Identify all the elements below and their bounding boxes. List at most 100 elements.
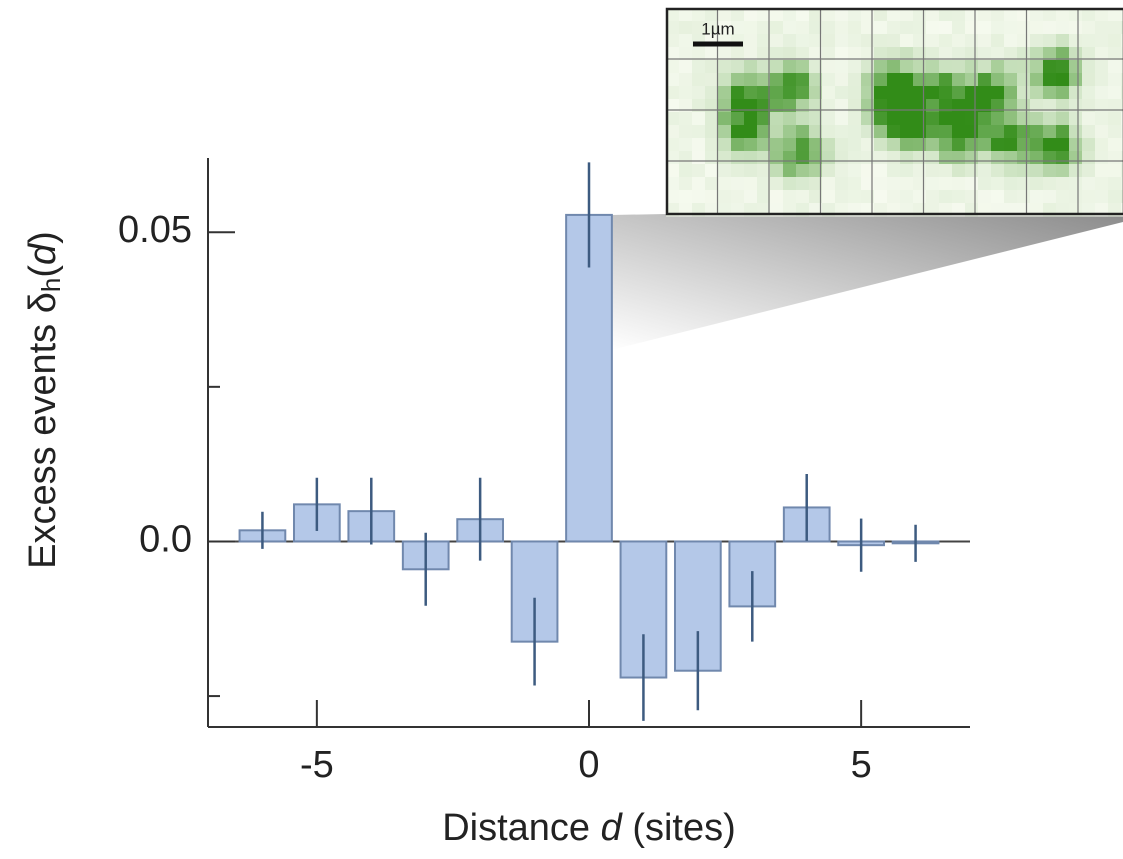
inset-pixel <box>1056 151 1070 165</box>
inset-pixel <box>1069 177 1083 191</box>
inset-pixel <box>1030 164 1044 178</box>
inset-pixel <box>874 125 888 139</box>
inset-pixel <box>939 60 953 74</box>
inset-pixel <box>1030 177 1044 191</box>
inset-pixel <box>705 151 719 165</box>
inset-pixel <box>1043 60 1057 74</box>
inset-pixel <box>1069 21 1083 35</box>
inset-pixel <box>926 151 940 165</box>
inset-pixel <box>939 177 953 191</box>
inset-pixel <box>848 151 862 165</box>
inset-pixel <box>692 112 706 126</box>
inset-pixel <box>731 73 745 87</box>
inset-pixel <box>913 86 927 100</box>
inset-pixel <box>783 138 797 152</box>
inset-pixel <box>796 60 810 74</box>
inset-pixel <box>1069 125 1083 139</box>
inset-pixel <box>1043 125 1057 139</box>
inset-pixel <box>1056 138 1070 152</box>
inset-pixel <box>874 21 888 35</box>
inset-pixel <box>1069 151 1083 165</box>
inset-pixel <box>939 125 953 139</box>
inset-pixel <box>1004 151 1018 165</box>
inset-pixel <box>1082 34 1096 48</box>
inset-pixel <box>900 125 914 139</box>
inset-pixel <box>1056 164 1070 178</box>
inset-pixel <box>783 125 797 139</box>
inset-pixel <box>874 151 888 165</box>
inset-pixel <box>874 190 888 204</box>
inset-pixel <box>1095 86 1109 100</box>
inset-pixel <box>900 190 914 204</box>
inset-pixel <box>770 125 784 139</box>
inset-pixel <box>1095 190 1109 204</box>
inset-pixel <box>679 177 693 191</box>
inset-pixel <box>770 138 784 152</box>
inset-pixel <box>991 73 1005 87</box>
inset-pixel <box>1056 73 1070 87</box>
y-label-text: ) <box>22 231 64 244</box>
inset-pixel <box>1043 164 1057 178</box>
inset-pixel <box>770 190 784 204</box>
inset-pixel <box>744 60 758 74</box>
inset-pixel <box>900 151 914 165</box>
inset-pixel <box>744 86 758 100</box>
inset-pixel <box>913 73 927 87</box>
inset-pixel <box>770 34 784 48</box>
inset-pixel <box>744 73 758 87</box>
inset-pixel <box>939 138 953 152</box>
inset-pixel <box>835 151 849 165</box>
inset-pixel <box>926 60 940 74</box>
inset-pixel <box>835 190 849 204</box>
inset-pixel <box>1017 138 1031 152</box>
inset-pixel <box>692 151 706 165</box>
inset-pixel <box>1108 190 1122 204</box>
inset-pixel <box>965 21 979 35</box>
inset-pixel <box>796 112 810 126</box>
inset-pixel <box>952 138 966 152</box>
y-label-text: Excess events δ <box>22 292 64 569</box>
inset-pixel <box>978 190 992 204</box>
inset-pixel <box>822 34 836 48</box>
inset-pixel <box>1082 60 1096 74</box>
inset-pixel <box>796 190 810 204</box>
inset-pixel <box>952 190 966 204</box>
inset-pixel <box>1004 177 1018 191</box>
inset-pixel <box>770 112 784 126</box>
inset-pixel <box>770 164 784 178</box>
page: 1µm Excess events δh(d) Distance d (site… <box>0 0 1123 859</box>
inset-pixel <box>978 151 992 165</box>
inset-pixel <box>848 34 862 48</box>
inset-pixel <box>679 138 693 152</box>
inset-pixel <box>822 190 836 204</box>
inset-pixel <box>1082 177 1096 191</box>
inset-pixel <box>900 138 914 152</box>
inset-pixel <box>1030 112 1044 126</box>
inset-pixel <box>848 177 862 191</box>
inset-pixel <box>939 151 953 165</box>
inset-pixel <box>939 86 953 100</box>
inset-pixel <box>1095 177 1109 191</box>
inset-pixel <box>939 21 953 35</box>
inset-pixel <box>822 177 836 191</box>
inset-pixel <box>1004 34 1018 48</box>
inset-pixel <box>900 86 914 100</box>
inset-pixel <box>887 138 901 152</box>
inset-pixel <box>1056 60 1070 74</box>
inset-pixel <box>770 21 784 35</box>
inset-pixel <box>731 125 745 139</box>
inset-pixel <box>952 73 966 87</box>
inset-pixel <box>991 125 1005 139</box>
inset-pixel <box>887 60 901 74</box>
inset-pixel <box>991 86 1005 100</box>
inset-pixel <box>978 86 992 100</box>
x-label-text: (sites) <box>622 807 736 849</box>
inset-pixel <box>705 190 719 204</box>
inset-pixel <box>835 34 849 48</box>
inset-pixel <box>1095 125 1109 139</box>
inset-pixel <box>848 138 862 152</box>
inset-pixel <box>1069 60 1083 74</box>
inset-pixel <box>1108 86 1122 100</box>
inset-pixel <box>1069 164 1083 178</box>
inset-pixel <box>796 73 810 87</box>
